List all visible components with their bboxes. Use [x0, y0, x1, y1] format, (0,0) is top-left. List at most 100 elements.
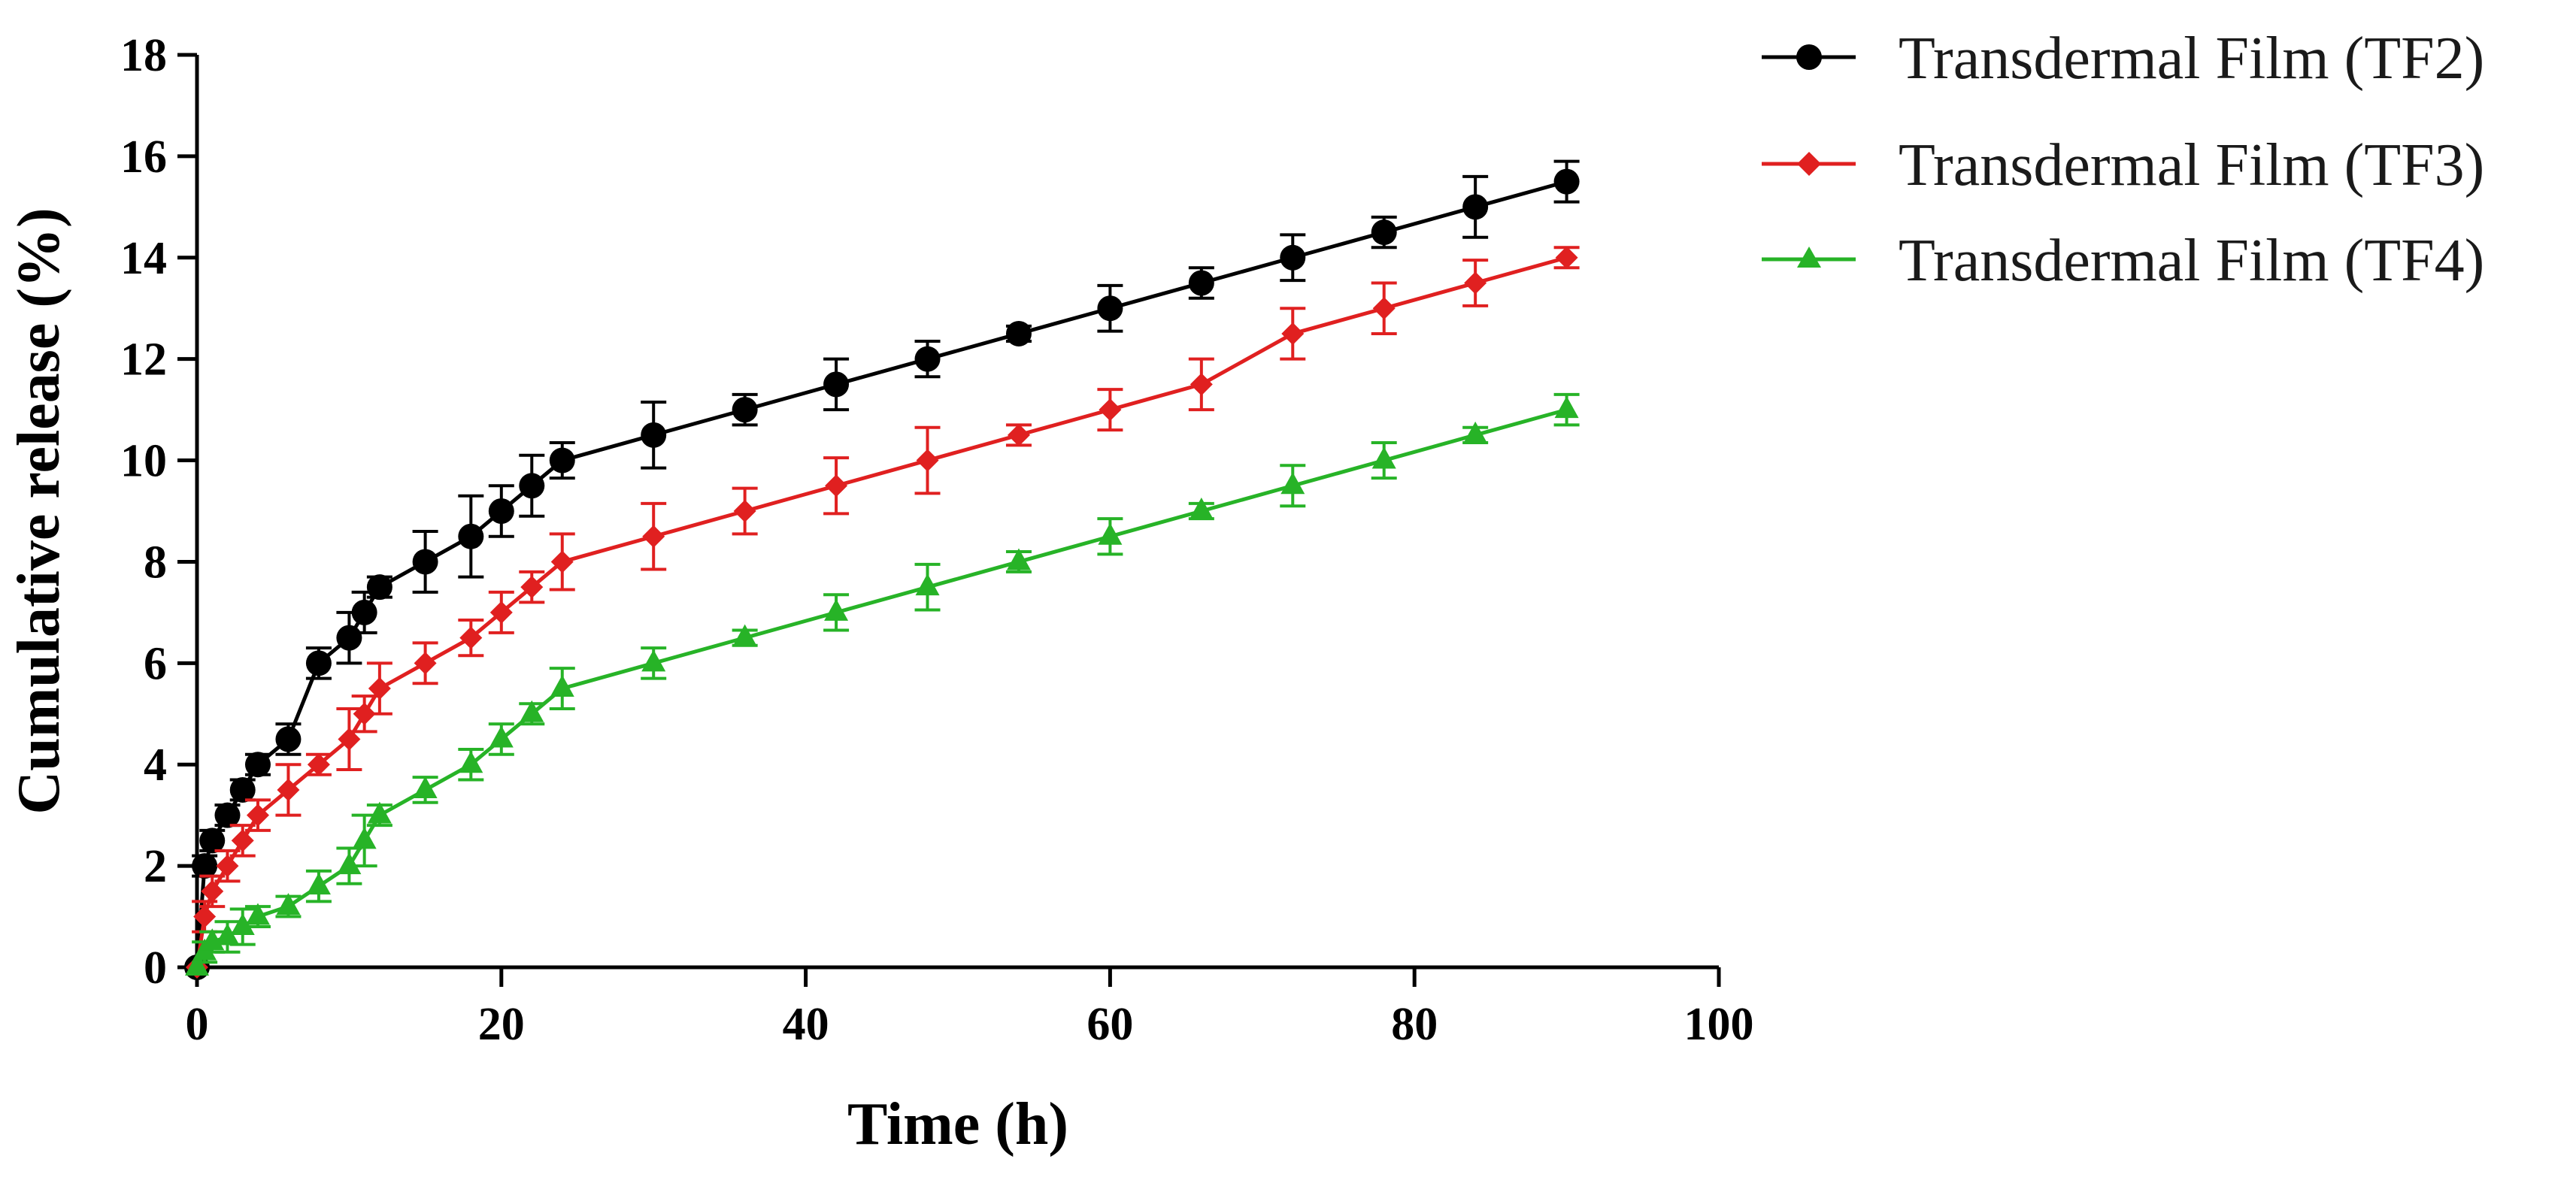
x-tick-label: 0 [186, 999, 209, 1050]
legend-label-tf2: Transdermal Film (TF2) [1899, 26, 2484, 92]
series-tf2 [184, 159, 1580, 980]
legend-item-tf4: Transdermal Film (TF4) [1762, 228, 2484, 294]
data-point [1097, 295, 1123, 322]
data-point [1098, 522, 1123, 545]
x-tick-label: 80 [1391, 999, 1438, 1050]
data-point [550, 550, 574, 573]
y-tick-label: 8 [144, 537, 167, 588]
data-point [1281, 322, 1305, 345]
x-tick-label: 100 [1684, 999, 1754, 1050]
data-point [519, 473, 545, 499]
legend-label-tf4: Transdermal Film (TF4) [1899, 228, 2484, 294]
data-point [1190, 373, 1213, 396]
legend-item-tf3: Transdermal Film (TF3) [1762, 132, 2484, 198]
tick-labels: 0 20 40 60 80 100 0 2 4 6 8 10 12 14 16 18 [120, 30, 1754, 1050]
data-point [199, 828, 226, 854]
data-point [414, 652, 437, 675]
data-point [1464, 271, 1487, 295]
data-point [306, 873, 331, 895]
y-tick-label: 10 [120, 436, 167, 487]
data-point [549, 447, 575, 474]
data-point [489, 725, 514, 748]
data-point [337, 852, 362, 875]
data-point [193, 905, 217, 928]
data-point [216, 855, 239, 878]
legend-marker-tf3 [1797, 152, 1821, 176]
data-point [915, 573, 940, 596]
data-point [1005, 320, 1032, 346]
y-tick-label: 0 [144, 943, 167, 994]
x-axis-title: Time (h) [847, 1091, 1068, 1157]
series-line-tf2 [195, 180, 1568, 968]
data-point [823, 371, 850, 398]
legend-label-tf3: Transdermal Film (TF3) [1899, 132, 2484, 198]
data-point [1371, 219, 1397, 246]
data-point [1280, 472, 1305, 495]
data-point [1189, 498, 1214, 519]
data-point [307, 753, 330, 776]
data-point [1007, 423, 1030, 446]
data-point [246, 803, 269, 827]
x-tick-label: 60 [1086, 999, 1133, 1050]
data-point [277, 778, 300, 801]
data-point [275, 726, 302, 752]
y-tick-label: 14 [120, 233, 167, 284]
data-point [1099, 398, 1122, 422]
y-tick-label: 16 [120, 132, 167, 183]
axes [195, 55, 1719, 970]
series-tf3 [186, 246, 1580, 979]
data-point [351, 599, 377, 625]
data-point [459, 751, 483, 773]
data-point [352, 827, 377, 849]
data-point [550, 675, 574, 697]
legend-item-tf2: Transdermal Film (TF2) [1762, 26, 2484, 92]
series-tf4 [185, 392, 1580, 976]
data-point [1462, 194, 1489, 220]
series-line-tf3 [195, 256, 1568, 968]
data-point [1553, 168, 1580, 195]
data-point [1463, 421, 1488, 443]
data-point [1555, 246, 1578, 269]
data-point [1372, 297, 1396, 320]
x-tick-label: 20 [478, 999, 525, 1050]
data-point [185, 954, 209, 976]
data-point [244, 752, 271, 778]
data-point [914, 346, 941, 372]
y-tick-label: 18 [120, 30, 167, 81]
data-point [1280, 244, 1306, 271]
data-point [201, 879, 224, 903]
data-point [489, 601, 513, 624]
data-point [192, 853, 218, 879]
data-point [825, 474, 848, 498]
data-point [488, 498, 514, 524]
data-point [245, 903, 270, 925]
data-point [215, 923, 240, 946]
data-point [1371, 446, 1396, 469]
data-point [214, 802, 241, 828]
data-point [231, 829, 254, 852]
y-tick-label: 2 [144, 841, 167, 892]
y-tick-label: 12 [120, 334, 167, 386]
data-point [824, 598, 849, 621]
data-point [459, 626, 483, 649]
data-point [733, 500, 756, 522]
data-point [732, 397, 758, 423]
data-point [520, 700, 544, 722]
data-point [338, 728, 361, 751]
data-point [367, 801, 392, 824]
data-point [641, 649, 666, 672]
data-point [1188, 270, 1214, 296]
data-point [641, 422, 667, 448]
data-point [642, 525, 665, 548]
data-point [1554, 396, 1579, 419]
data-point [229, 776, 256, 803]
data-point [305, 650, 332, 676]
y-tick-label: 6 [144, 638, 167, 689]
y-axis-title: Cumulative release (%) [6, 207, 72, 814]
data-point [368, 677, 391, 700]
data-point [276, 893, 301, 915]
data-point [366, 574, 392, 601]
data-point [732, 624, 757, 646]
data-point [1006, 548, 1031, 570]
